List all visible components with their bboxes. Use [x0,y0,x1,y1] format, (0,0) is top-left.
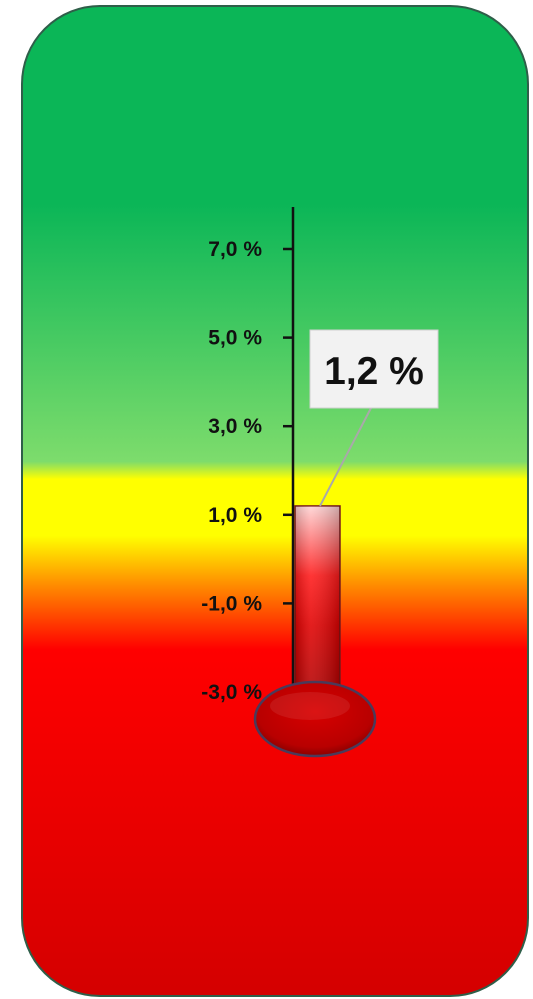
thermometer-bulb [253,680,377,758]
value-label-box [309,329,439,409]
y-tick-label: 1,0 % [208,504,262,527]
thermometer-bar-shading [295,505,340,705]
y-axis-ticks: 7,0 % 5,0 % 3,0 % 1,0 % -1,0 % -3,0 % [201,238,293,704]
value-label-leader-line [319,407,372,507]
y-tick-label: -1,0 % [201,592,262,615]
y-tick-label: 3,0 % [208,415,262,438]
gauge-background [21,5,529,997]
y-tick-label: 7,0 % [208,238,262,261]
thermometer-bulb-highlight [270,692,350,720]
value-label: 1,2 % [324,350,424,393]
y-tick-label: -3,0 % [201,681,262,704]
y-tick-label: 5,0 % [208,327,262,350]
